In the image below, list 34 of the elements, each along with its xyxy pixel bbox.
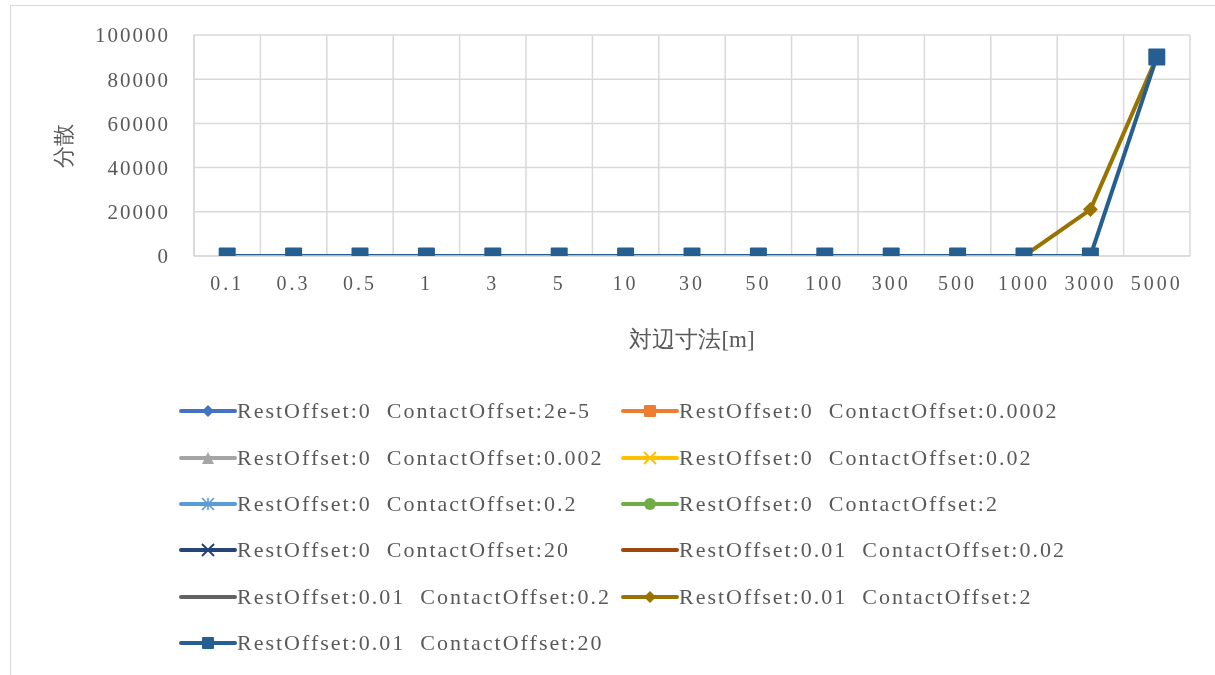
legend-label: RestOffset:0 ContactOffset:0.02: [679, 444, 1033, 471]
x-tick-label: 0.5: [343, 272, 377, 295]
x-tick-label: 3: [486, 272, 500, 295]
y-tick-label: 100000: [95, 23, 170, 48]
legend-label: RestOffset:0.01 ContactOffset:20: [237, 630, 604, 657]
y-tick-label: 40000: [107, 156, 170, 181]
legend-label: RestOffset:0 ContactOffset:0.0002: [679, 398, 1059, 425]
legend-label: RestOffset:0.01 ContactOffset:0.02: [679, 537, 1066, 564]
x-tick-label: 0.1: [210, 272, 245, 295]
x-tick-label: 300: [871, 272, 911, 295]
legend-label: RestOffset:0 ContactOffset:0.002: [237, 444, 604, 471]
x-axis-title: 対辺寸法[m]: [629, 327, 755, 352]
x-tick-label: 5: [552, 272, 566, 295]
x-tick-label: 1: [419, 272, 433, 295]
x-tick-label: 10: [612, 272, 639, 295]
legend-label: RestOffset:0.01 ContactOffset:2: [679, 583, 1033, 610]
x-tick-label: 100: [805, 272, 845, 295]
x-tick-label: 5000: [1130, 272, 1183, 295]
x-tick-label: 50: [745, 272, 772, 295]
x-tick-label: 500: [938, 272, 978, 295]
y-tick-label: 0: [157, 244, 170, 269]
y-tick-label: 60000: [107, 111, 170, 136]
y-tick-label: 20000: [107, 200, 170, 225]
legend-label: RestOffset:0 ContactOffset:2e-5: [237, 398, 592, 425]
legend-label: RestOffset:0 ContactOffset:2: [679, 490, 999, 517]
legend-label: RestOffset:0.01 ContactOffset:0.2: [237, 583, 611, 610]
x-tick-label: 30: [679, 272, 705, 295]
legend-label: RestOffset:0 ContactOffset:20: [237, 537, 570, 564]
y-tick-label: 80000: [107, 67, 170, 92]
x-tick-label: 1000: [998, 272, 1050, 295]
x-tick-label: 0.3: [276, 272, 311, 295]
x-tick-label: 3000: [1064, 272, 1117, 295]
legend-label: RestOffset:0 ContactOffset:0.2: [237, 490, 578, 517]
y-axis-title: 分散: [50, 123, 76, 168]
